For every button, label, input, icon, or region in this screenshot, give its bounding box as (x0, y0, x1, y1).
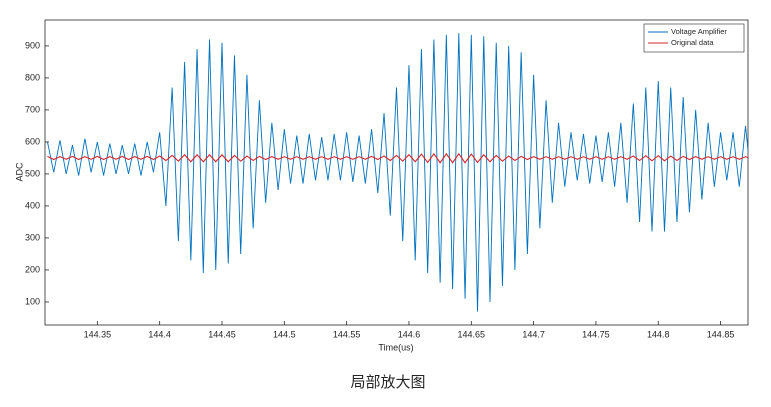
legend-label: Original data (671, 38, 714, 47)
x-tick-label: 144.85 (707, 329, 735, 339)
x-tick-label: 144.8 (647, 329, 670, 339)
y-tick-label: 300 (25, 232, 40, 242)
y-tick-label: 700 (25, 104, 40, 114)
y-tick-label: 200 (25, 264, 40, 274)
x-tick-label: 144.75 (582, 329, 610, 339)
y-tick-label: 400 (25, 200, 40, 210)
y-tick-label: 600 (25, 136, 40, 146)
y-tick-label: 900 (25, 40, 40, 50)
x-axis-label: Time(us) (378, 342, 413, 352)
x-tick-label: 144.4 (148, 329, 171, 339)
legend-box (643, 23, 745, 53)
series-line (47, 152, 748, 164)
y-tick-label: 800 (25, 72, 40, 82)
x-tick-label: 144.35 (84, 329, 112, 339)
x-tick-label: 144.5 (273, 329, 296, 339)
series-line (47, 33, 748, 312)
y-axis-label: ADC (14, 162, 24, 182)
x-tick-label: 144.45 (208, 329, 236, 339)
x-tick-label: 144.55 (333, 329, 361, 339)
y-tick-label: 100 (25, 296, 40, 306)
plot-frame (44, 19, 749, 326)
x-tick-label: 144.6 (398, 329, 421, 339)
y-tick-label: 500 (25, 168, 40, 178)
caption: 局部放大图 (350, 374, 425, 391)
plot-area (47, 33, 748, 312)
legend-label: Voltage Amplifier (671, 27, 727, 36)
x-tick-label: 144.7 (522, 329, 545, 339)
x-tick-label: 144.65 (458, 329, 486, 339)
